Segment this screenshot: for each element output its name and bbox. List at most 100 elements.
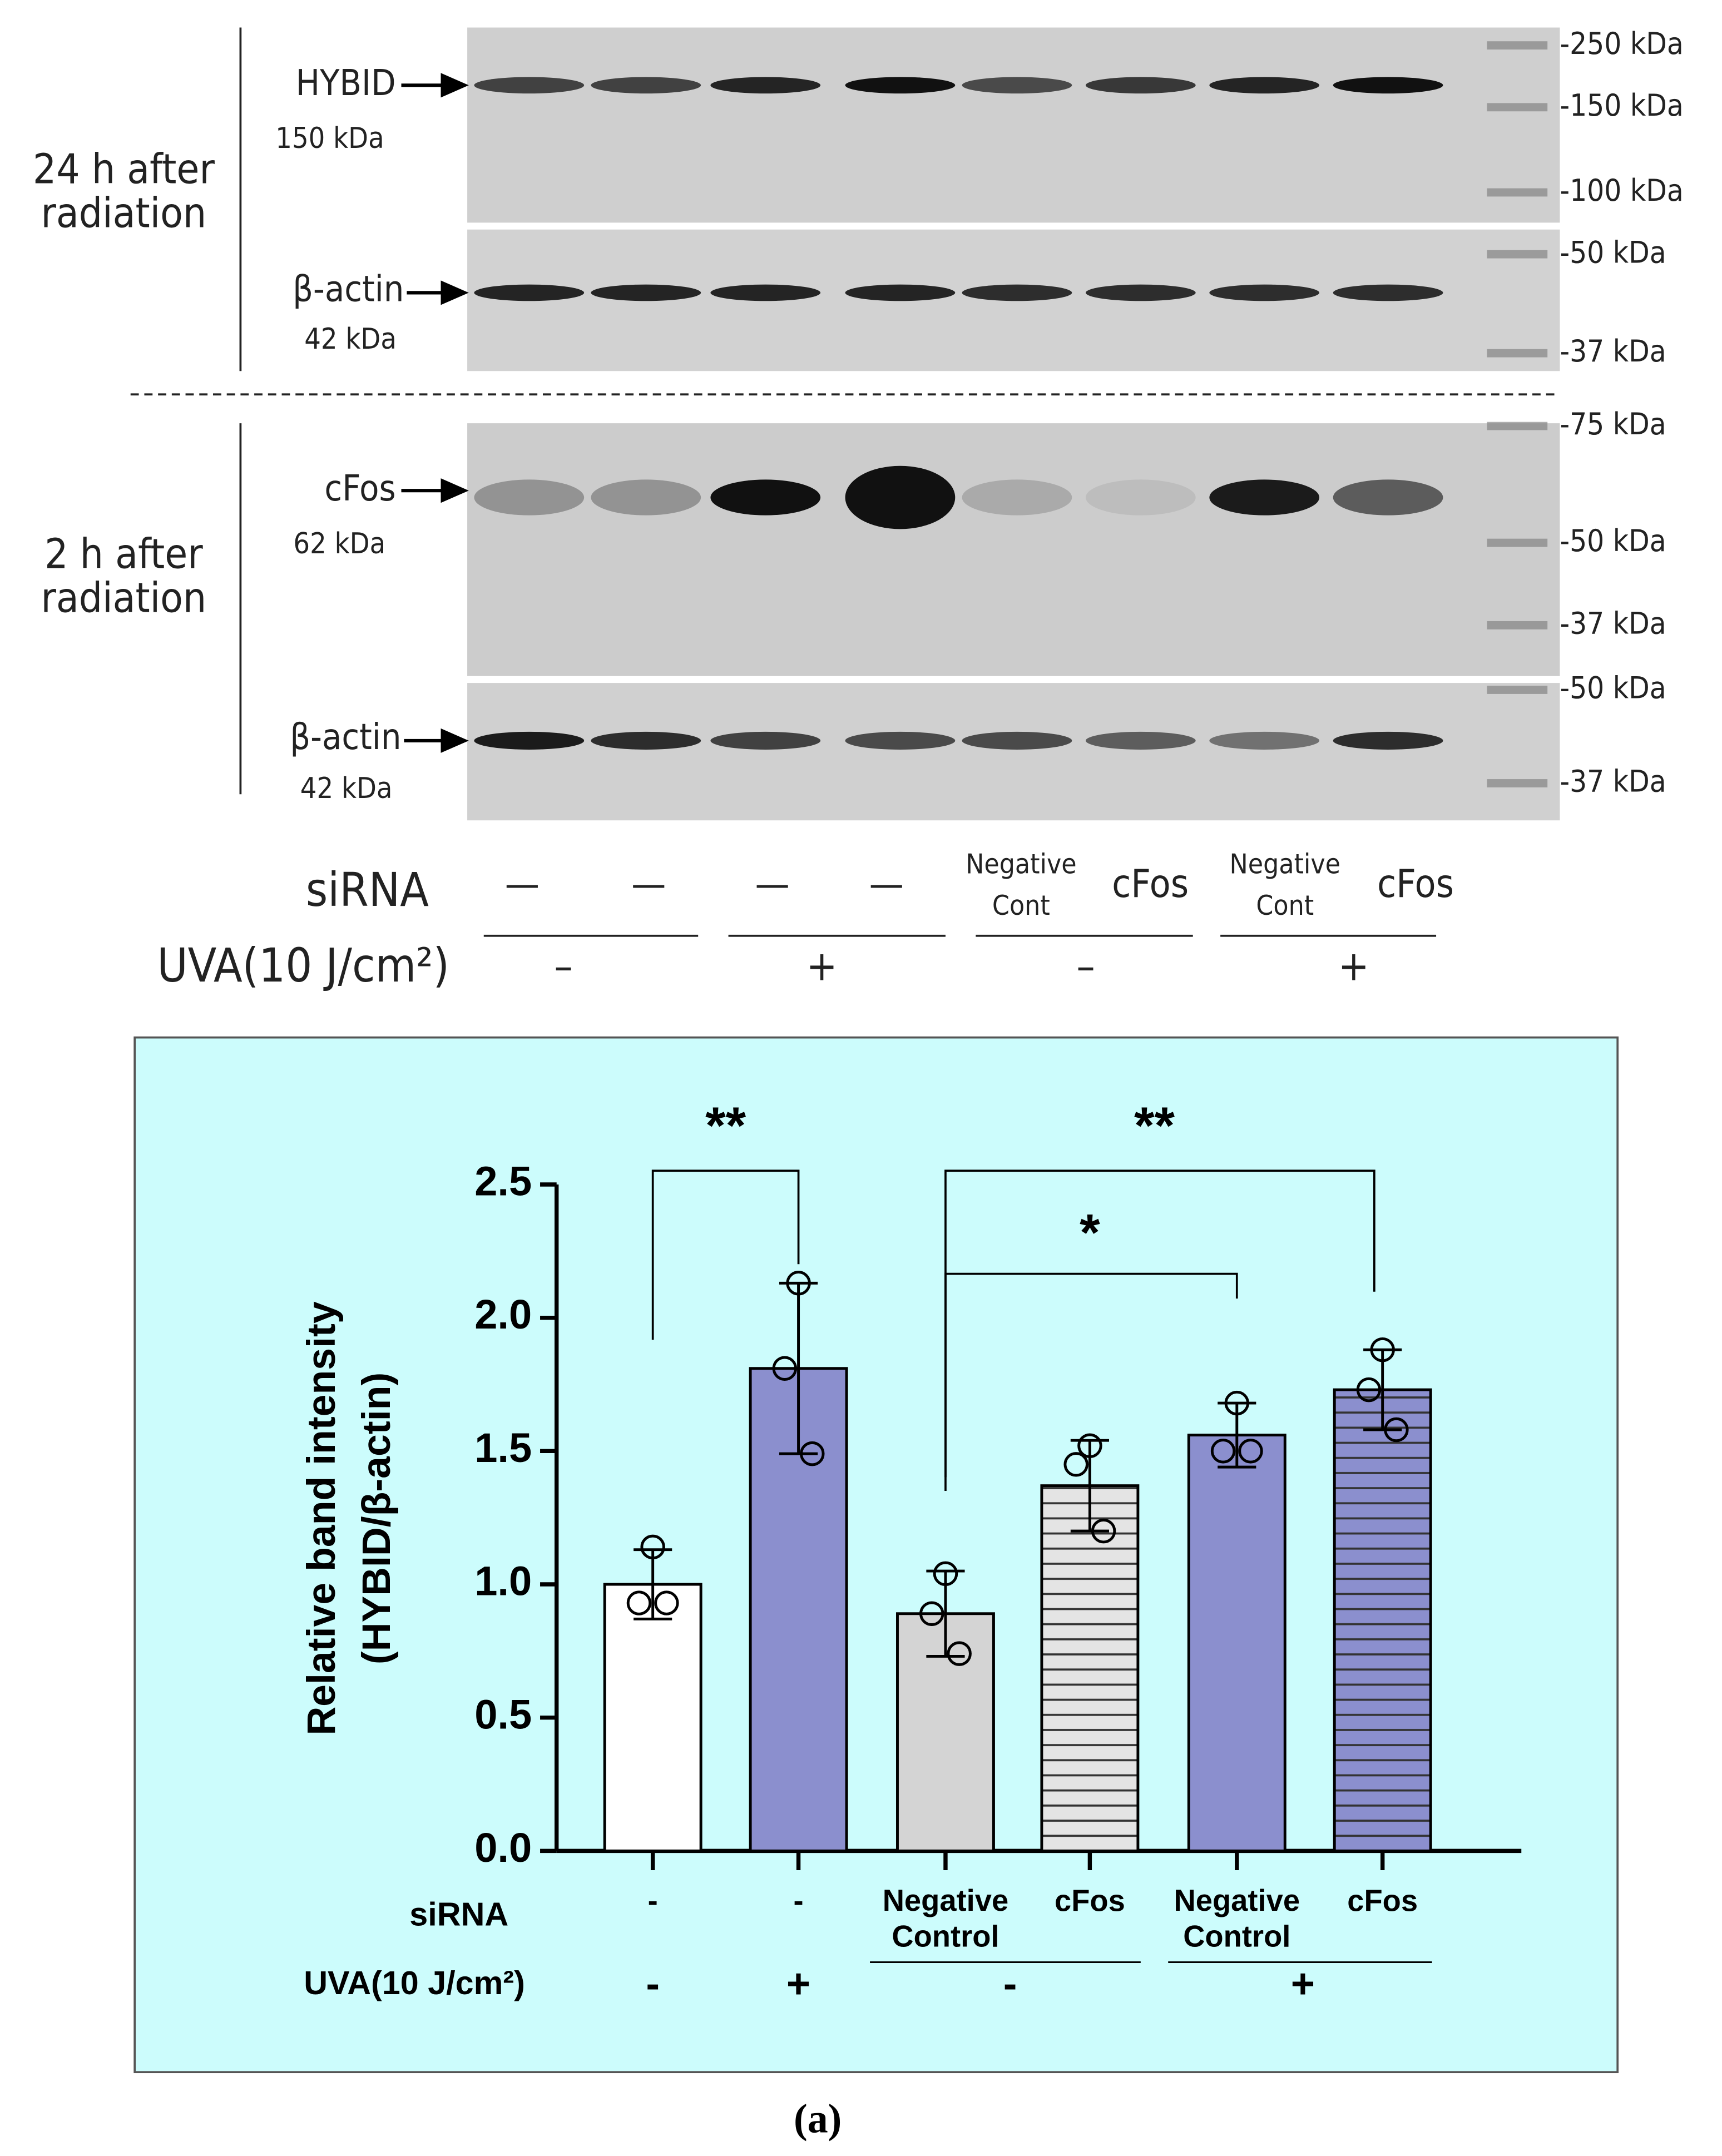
- band: [1085, 77, 1196, 94]
- band: [591, 731, 701, 750]
- x-tick-label: Negative Control: [883, 1884, 1009, 1954]
- size-marker: -37 kDa: [1560, 334, 1666, 369]
- x-tick-label: cFos: [1347, 1884, 1418, 1918]
- x-tick-label: cFos: [1055, 1884, 1125, 1918]
- y-tick-label: 1.5: [474, 1425, 532, 1471]
- uva-label: –: [554, 943, 572, 990]
- data-point: [1384, 1417, 1409, 1443]
- ladder-band: [1487, 686, 1548, 694]
- uva-label: +: [786, 1961, 810, 2007]
- error-bar: [779, 1281, 818, 1455]
- band: [474, 731, 585, 750]
- data-point: [919, 1601, 944, 1626]
- size-marker: -250 kDa: [1560, 26, 1683, 61]
- sirna-label: —: [505, 862, 540, 906]
- significance: *: [1080, 1203, 1100, 1262]
- data-point: [947, 1641, 972, 1666]
- size-marker: -75 kDa: [1560, 407, 1666, 442]
- significance-bracket: [944, 1272, 1238, 1491]
- time-label: 2 h after: [44, 530, 203, 578]
- sirna-label: —: [631, 862, 666, 906]
- data-point: [1063, 1452, 1088, 1477]
- arrows: [401, 73, 469, 753]
- band: [1085, 479, 1196, 516]
- band: [962, 284, 1072, 301]
- time-label: radiation: [41, 190, 207, 237]
- bar: [603, 1583, 702, 1852]
- uva-label: –: [1076, 943, 1095, 990]
- data-point: [933, 1561, 958, 1587]
- time-label: radiation: [41, 574, 207, 622]
- band: [591, 77, 701, 94]
- size-marker: -50 kDa: [1560, 523, 1666, 558]
- blot-bands: [474, 41, 1548, 787]
- x-tick-label: Negative Control: [1174, 1884, 1300, 1954]
- ladder-band: [1487, 250, 1548, 259]
- y-tick-label: 0.0: [474, 1825, 532, 1871]
- size-label: 62 kDa: [293, 527, 385, 561]
- band: [1209, 731, 1320, 750]
- band: [1085, 731, 1196, 750]
- band: [845, 77, 956, 94]
- row-label: UVA(10 J/cm²): [304, 1964, 525, 2001]
- band: [591, 479, 701, 516]
- significance: **: [1134, 1096, 1175, 1154]
- sirna-label: —: [869, 862, 904, 906]
- sirna-label: —: [755, 862, 790, 906]
- band: [962, 479, 1072, 516]
- protein-label: β-actin: [290, 716, 401, 758]
- band: [710, 77, 821, 94]
- band: [474, 479, 585, 516]
- size-marker: -150 kDa: [1560, 88, 1683, 123]
- data-point: [772, 1356, 798, 1381]
- y-tick-label: 2.0: [474, 1291, 532, 1337]
- data-point: [1238, 1439, 1263, 1464]
- error-bar: [634, 1548, 672, 1620]
- band: [1333, 77, 1443, 94]
- bar: [1187, 1434, 1286, 1852]
- significance-bracket: [651, 1169, 800, 1340]
- band: [1085, 284, 1196, 301]
- ladder-band: [1487, 103, 1548, 112]
- caption: (a): [794, 2096, 842, 2142]
- y-tick-label: 2.5: [474, 1158, 532, 1205]
- size-marker: -100 kDa: [1560, 173, 1683, 208]
- size-marker: -37 kDa: [1560, 764, 1666, 799]
- y-axis-label: Relative band intensity: [299, 1301, 344, 1735]
- band: [1333, 731, 1443, 750]
- time-label: 24 h after: [33, 145, 215, 193]
- data-point: [1091, 1518, 1116, 1544]
- row-label: UVA(10 J/cm²): [157, 938, 449, 993]
- sirna-label: cFos: [1112, 862, 1189, 906]
- bar: [1040, 1484, 1140, 1852]
- size-marker: -50 kDa: [1560, 235, 1666, 270]
- y-tick-label: 1.0: [474, 1558, 532, 1604]
- size-marker: -50 kDa: [1560, 671, 1666, 706]
- x-tick-label: -: [648, 1884, 658, 1918]
- protein-label: HYBID: [296, 62, 396, 104]
- blot-labels: 24 h after radiation 2 h after radiation…: [33, 26, 1684, 993]
- data-point: [786, 1271, 811, 1296]
- bar: [1333, 1388, 1432, 1852]
- ladder-band: [1487, 188, 1548, 197]
- data-point: [640, 1534, 665, 1560]
- ladder-band: [1487, 349, 1548, 358]
- sirna-label: cFos: [1377, 862, 1454, 906]
- protein-label: cFos: [324, 468, 395, 509]
- ladder-band: [1487, 538, 1548, 547]
- band: [474, 284, 585, 301]
- y-axis-label: (HYBID/β-actin): [354, 1372, 399, 1664]
- size-label: 42 kDa: [304, 323, 397, 356]
- sirna-label: Negative Cont: [966, 847, 1076, 921]
- row-label: siRNA: [409, 1896, 508, 1933]
- uva-label: +: [1291, 1961, 1315, 2007]
- band: [845, 465, 956, 529]
- band: [962, 731, 1072, 750]
- data-point: [1356, 1377, 1382, 1402]
- data-point: [1077, 1433, 1102, 1458]
- y-tick-label: 0.5: [474, 1691, 532, 1737]
- row-label: siRNA: [306, 863, 429, 917]
- data-point: [1224, 1390, 1250, 1416]
- protein-label: β-actin: [293, 269, 404, 310]
